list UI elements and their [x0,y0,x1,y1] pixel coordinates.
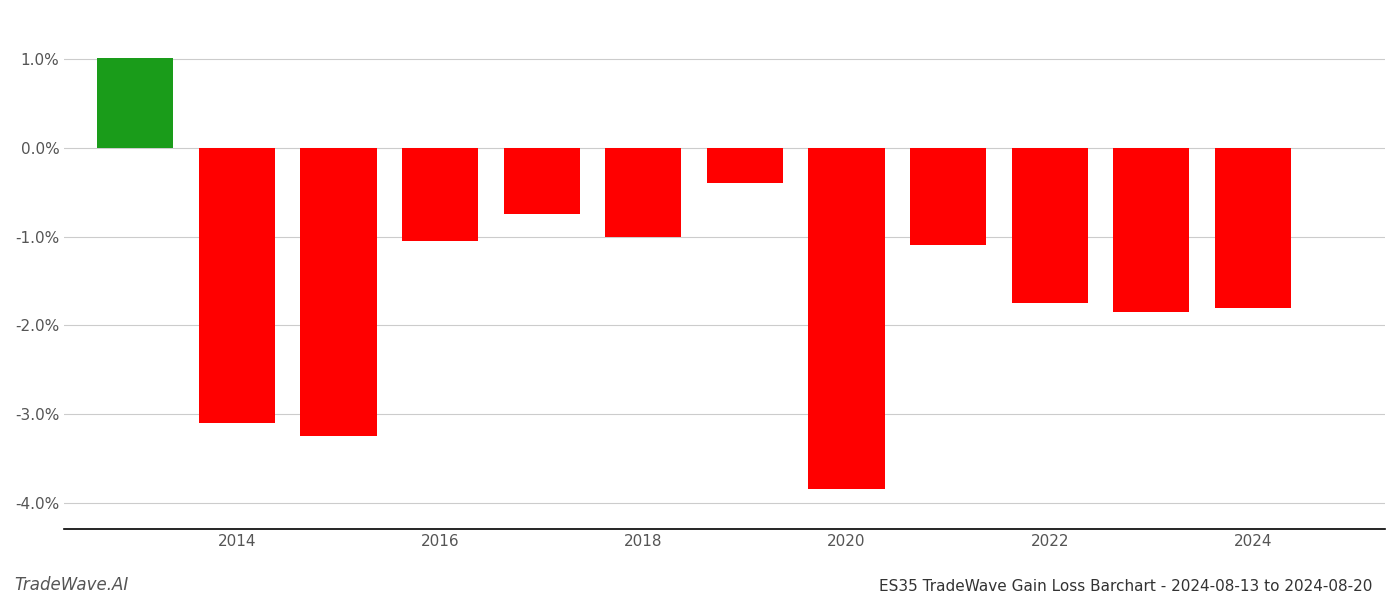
Bar [910,148,986,245]
Bar [301,148,377,436]
Bar [402,148,479,241]
Bar [504,148,580,214]
Bar [1113,148,1190,312]
Text: ES35 TradeWave Gain Loss Barchart - 2024-08-13 to 2024-08-20: ES35 TradeWave Gain Loss Barchart - 2024… [879,579,1372,594]
Bar [97,58,174,148]
Bar [1012,148,1088,303]
Bar [199,148,274,423]
Bar [808,148,885,489]
Bar [1215,148,1291,308]
Text: TradeWave.AI: TradeWave.AI [14,576,129,594]
Bar [605,148,682,236]
Bar [707,148,783,184]
